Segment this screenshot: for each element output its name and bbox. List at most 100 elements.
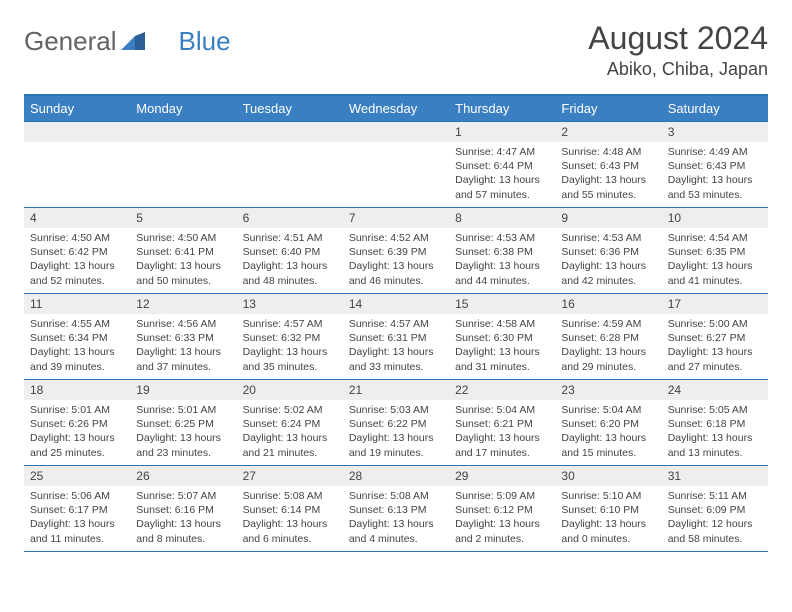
daylight-text: Daylight: 13 hours and 21 minutes. [243,431,337,459]
day-content: Sunrise: 4:58 AMSunset: 6:30 PMDaylight:… [449,314,555,378]
day-number: 21 [343,380,449,400]
day-cell: 7Sunrise: 4:52 AMSunset: 6:39 PMDaylight… [343,208,449,294]
day-cell: 30Sunrise: 5:10 AMSunset: 6:10 PMDayligh… [555,466,661,552]
day-cell: 26Sunrise: 5:07 AMSunset: 6:16 PMDayligh… [130,466,236,552]
sunset-text: Sunset: 6:36 PM [561,245,655,259]
day-content: Sunrise: 4:55 AMSunset: 6:34 PMDaylight:… [24,314,130,378]
day-number: 28 [343,466,449,486]
day-number: 1 [449,122,555,142]
sunset-text: Sunset: 6:30 PM [455,331,549,345]
day-content: Sunrise: 4:51 AMSunset: 6:40 PMDaylight:… [237,228,343,292]
day-cell: 6Sunrise: 4:51 AMSunset: 6:40 PMDaylight… [237,208,343,294]
sunrise-text: Sunrise: 4:56 AM [136,317,230,331]
logo-text-blue: Blue [179,26,231,57]
day-header-monday: Monday [130,95,236,122]
day-cell: 19Sunrise: 5:01 AMSunset: 6:25 PMDayligh… [130,380,236,466]
sunrise-text: Sunrise: 4:57 AM [243,317,337,331]
daylight-text: Daylight: 13 hours and 50 minutes. [136,259,230,287]
day-content: Sunrise: 4:50 AMSunset: 6:41 PMDaylight:… [130,228,236,292]
sunset-text: Sunset: 6:41 PM [136,245,230,259]
day-number: 3 [662,122,768,142]
sunset-text: Sunset: 6:42 PM [30,245,124,259]
sunrise-text: Sunrise: 5:08 AM [349,489,443,503]
sunrise-text: Sunrise: 5:01 AM [30,403,124,417]
day-content: Sunrise: 5:04 AMSunset: 6:21 PMDaylight:… [449,400,555,464]
sunset-text: Sunset: 6:17 PM [30,503,124,517]
daylight-text: Daylight: 13 hours and 53 minutes. [668,173,762,201]
day-number: 11 [24,294,130,314]
daylight-text: Daylight: 13 hours and 17 minutes. [455,431,549,459]
empty-cell [130,122,236,208]
empty-cell [237,122,343,208]
day-cell: 8Sunrise: 4:53 AMSunset: 6:38 PMDaylight… [449,208,555,294]
day-number: 2 [555,122,661,142]
sunrise-text: Sunrise: 4:55 AM [30,317,124,331]
header: General Blue August 2024 Abiko, Chiba, J… [24,20,768,80]
sunrise-text: Sunrise: 4:53 AM [561,231,655,245]
calendar-head: SundayMondayTuesdayWednesdayThursdayFrid… [24,95,768,122]
daylight-text: Daylight: 13 hours and 35 minutes. [243,345,337,373]
day-cell: 18Sunrise: 5:01 AMSunset: 6:26 PMDayligh… [24,380,130,466]
daylight-text: Daylight: 13 hours and 46 minutes. [349,259,443,287]
sunset-text: Sunset: 6:35 PM [668,245,762,259]
day-number: 6 [237,208,343,228]
sunset-text: Sunset: 6:25 PM [136,417,230,431]
day-content: Sunrise: 5:09 AMSunset: 6:12 PMDaylight:… [449,486,555,550]
daylight-text: Daylight: 13 hours and 13 minutes. [668,431,762,459]
day-number: 18 [24,380,130,400]
sunrise-text: Sunrise: 5:02 AM [243,403,337,417]
title-block: August 2024 Abiko, Chiba, Japan [588,20,768,80]
sunrise-text: Sunrise: 5:06 AM [30,489,124,503]
sunset-text: Sunset: 6:34 PM [30,331,124,345]
day-cell: 15Sunrise: 4:58 AMSunset: 6:30 PMDayligh… [449,294,555,380]
daylight-text: Daylight: 13 hours and 52 minutes. [30,259,124,287]
day-cell: 20Sunrise: 5:02 AMSunset: 6:24 PMDayligh… [237,380,343,466]
daylight-text: Daylight: 13 hours and 8 minutes. [136,517,230,545]
day-cell: 9Sunrise: 4:53 AMSunset: 6:36 PMDaylight… [555,208,661,294]
day-number: 22 [449,380,555,400]
day-content: Sunrise: 5:04 AMSunset: 6:20 PMDaylight:… [555,400,661,464]
sunrise-text: Sunrise: 4:51 AM [243,231,337,245]
sunrise-text: Sunrise: 4:58 AM [455,317,549,331]
day-number: 30 [555,466,661,486]
daylight-text: Daylight: 13 hours and 33 minutes. [349,345,443,373]
day-cell: 25Sunrise: 5:06 AMSunset: 6:17 PMDayligh… [24,466,130,552]
week-row: 18Sunrise: 5:01 AMSunset: 6:26 PMDayligh… [24,380,768,466]
logo-text-general: General [24,26,117,57]
day-content: Sunrise: 5:07 AMSunset: 6:16 PMDaylight:… [130,486,236,550]
sunset-text: Sunset: 6:43 PM [561,159,655,173]
day-number: 20 [237,380,343,400]
sunrise-text: Sunrise: 4:49 AM [668,145,762,159]
sunrise-text: Sunrise: 5:08 AM [243,489,337,503]
sunset-text: Sunset: 6:38 PM [455,245,549,259]
day-content: Sunrise: 5:01 AMSunset: 6:26 PMDaylight:… [24,400,130,464]
month-title: August 2024 [588,20,768,57]
day-content: Sunrise: 5:05 AMSunset: 6:18 PMDaylight:… [662,400,768,464]
day-content: Sunrise: 4:54 AMSunset: 6:35 PMDaylight:… [662,228,768,292]
day-number: 12 [130,294,236,314]
calendar-table: SundayMondayTuesdayWednesdayThursdayFrid… [24,94,768,552]
sunset-text: Sunset: 6:16 PM [136,503,230,517]
day-cell: 31Sunrise: 5:11 AMSunset: 6:09 PMDayligh… [662,466,768,552]
calendar-body: 1Sunrise: 4:47 AMSunset: 6:44 PMDaylight… [24,122,768,552]
day-cell: 14Sunrise: 4:57 AMSunset: 6:31 PMDayligh… [343,294,449,380]
day-number: 16 [555,294,661,314]
sunrise-text: Sunrise: 4:47 AM [455,145,549,159]
daylight-text: Daylight: 13 hours and 25 minutes. [30,431,124,459]
sunset-text: Sunset: 6:12 PM [455,503,549,517]
day-content: Sunrise: 5:00 AMSunset: 6:27 PMDaylight:… [662,314,768,378]
day-cell: 23Sunrise: 5:04 AMSunset: 6:20 PMDayligh… [555,380,661,466]
sunrise-text: Sunrise: 5:10 AM [561,489,655,503]
day-number: 24 [662,380,768,400]
day-cell: 3Sunrise: 4:49 AMSunset: 6:43 PMDaylight… [662,122,768,208]
sunrise-text: Sunrise: 5:05 AM [668,403,762,417]
day-cell: 28Sunrise: 5:08 AMSunset: 6:13 PMDayligh… [343,466,449,552]
daylight-text: Daylight: 13 hours and 15 minutes. [561,431,655,459]
day-content: Sunrise: 5:11 AMSunset: 6:09 PMDaylight:… [662,486,768,550]
sunset-text: Sunset: 6:32 PM [243,331,337,345]
daylight-text: Daylight: 13 hours and 55 minutes. [561,173,655,201]
logo-icon [121,26,145,57]
day-content: Sunrise: 4:47 AMSunset: 6:44 PMDaylight:… [449,142,555,206]
day-number: 27 [237,466,343,486]
day-content: Sunrise: 5:08 AMSunset: 6:13 PMDaylight:… [343,486,449,550]
